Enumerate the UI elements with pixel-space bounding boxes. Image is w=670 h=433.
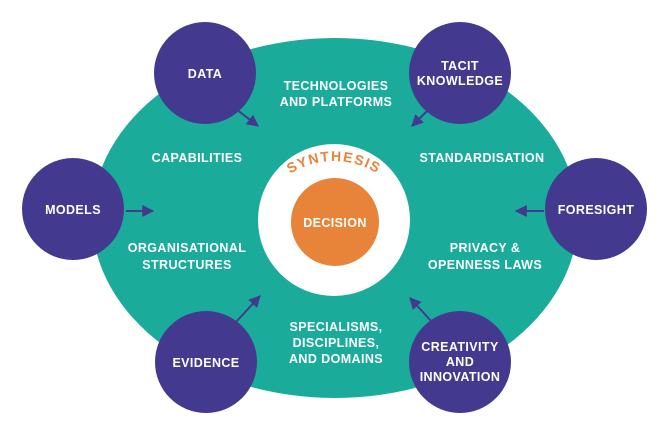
node-models-line-1: MODELS bbox=[45, 203, 101, 217]
node-models bbox=[22, 158, 124, 260]
zone-organisational-line-2: STRUCTURES bbox=[142, 258, 231, 272]
zone-privacy-line-1: PRIVACY & bbox=[450, 241, 521, 255]
node-tacit-knowledge bbox=[409, 22, 511, 124]
node-data-label: DATA bbox=[188, 67, 222, 81]
zone-technologies-line-1: TECHNOLOGIES bbox=[284, 79, 389, 93]
zone-privacy: PRIVACY & OPENNESS LAWS bbox=[428, 241, 542, 272]
node-data-line-1: DATA bbox=[188, 67, 222, 81]
zone-specialisms-line-3: AND DOMAINS bbox=[289, 352, 383, 366]
zone-capabilities: CAPABILITIES bbox=[152, 151, 243, 165]
zone-privacy-line-2: OPENNESS LAWS bbox=[428, 258, 542, 272]
zone-organisational-line-1: ORGANISATIONAL bbox=[128, 241, 247, 255]
zone-specialisms-line-2: DISCIPLINES, bbox=[293, 336, 380, 350]
node-evidence-line-1: EVIDENCE bbox=[172, 356, 239, 370]
node-evidence-label: EVIDENCE bbox=[172, 356, 239, 370]
arrow-creativity bbox=[409, 297, 433, 323]
node-foresight-label: FORESIGHT bbox=[558, 203, 635, 217]
zone-capabilities-line-1: CAPABILITIES bbox=[152, 151, 243, 165]
node-foresight bbox=[545, 158, 647, 260]
node-models-label: MODELS bbox=[45, 203, 101, 217]
decision-circle bbox=[291, 178, 379, 266]
zone-specialisms: SPECIALISMS, DISCIPLINES, AND DOMAINS bbox=[289, 320, 383, 366]
zone-technologies-line-2: AND PLATFORMS bbox=[280, 95, 393, 109]
zone-organisational: ORGANISATIONAL STRUCTURES bbox=[128, 241, 247, 272]
node-creativity-line-2: AND bbox=[446, 355, 474, 369]
node-foresight-line-1: FORESIGHT bbox=[558, 203, 635, 217]
node-creativity-label: CREATIVITY AND INNOVATION bbox=[420, 340, 501, 384]
node-tacit-line-2: KNOWLEDGE bbox=[417, 74, 503, 88]
arrow-evidence bbox=[235, 295, 261, 323]
zone-standardisation: STANDARDISATION bbox=[420, 151, 545, 165]
zone-technologies: TECHNOLOGIES AND PLATFORMS bbox=[280, 79, 393, 109]
decision-label: DECISION bbox=[303, 216, 367, 230]
node-creativity-line-1: CREATIVITY bbox=[421, 340, 499, 354]
node-creativity bbox=[409, 311, 511, 413]
node-evidence bbox=[155, 311, 257, 413]
zone-specialisms-line-1: SPECIALISMS, bbox=[289, 320, 382, 334]
node-data bbox=[154, 22, 256, 124]
zone-standardisation-line-1: STANDARDISATION bbox=[420, 151, 545, 165]
node-creativity-line-3: INNOVATION bbox=[420, 370, 501, 384]
node-tacit-line-1: TACIT bbox=[441, 59, 479, 73]
node-tacit-label: TACIT KNOWLEDGE bbox=[417, 59, 503, 88]
